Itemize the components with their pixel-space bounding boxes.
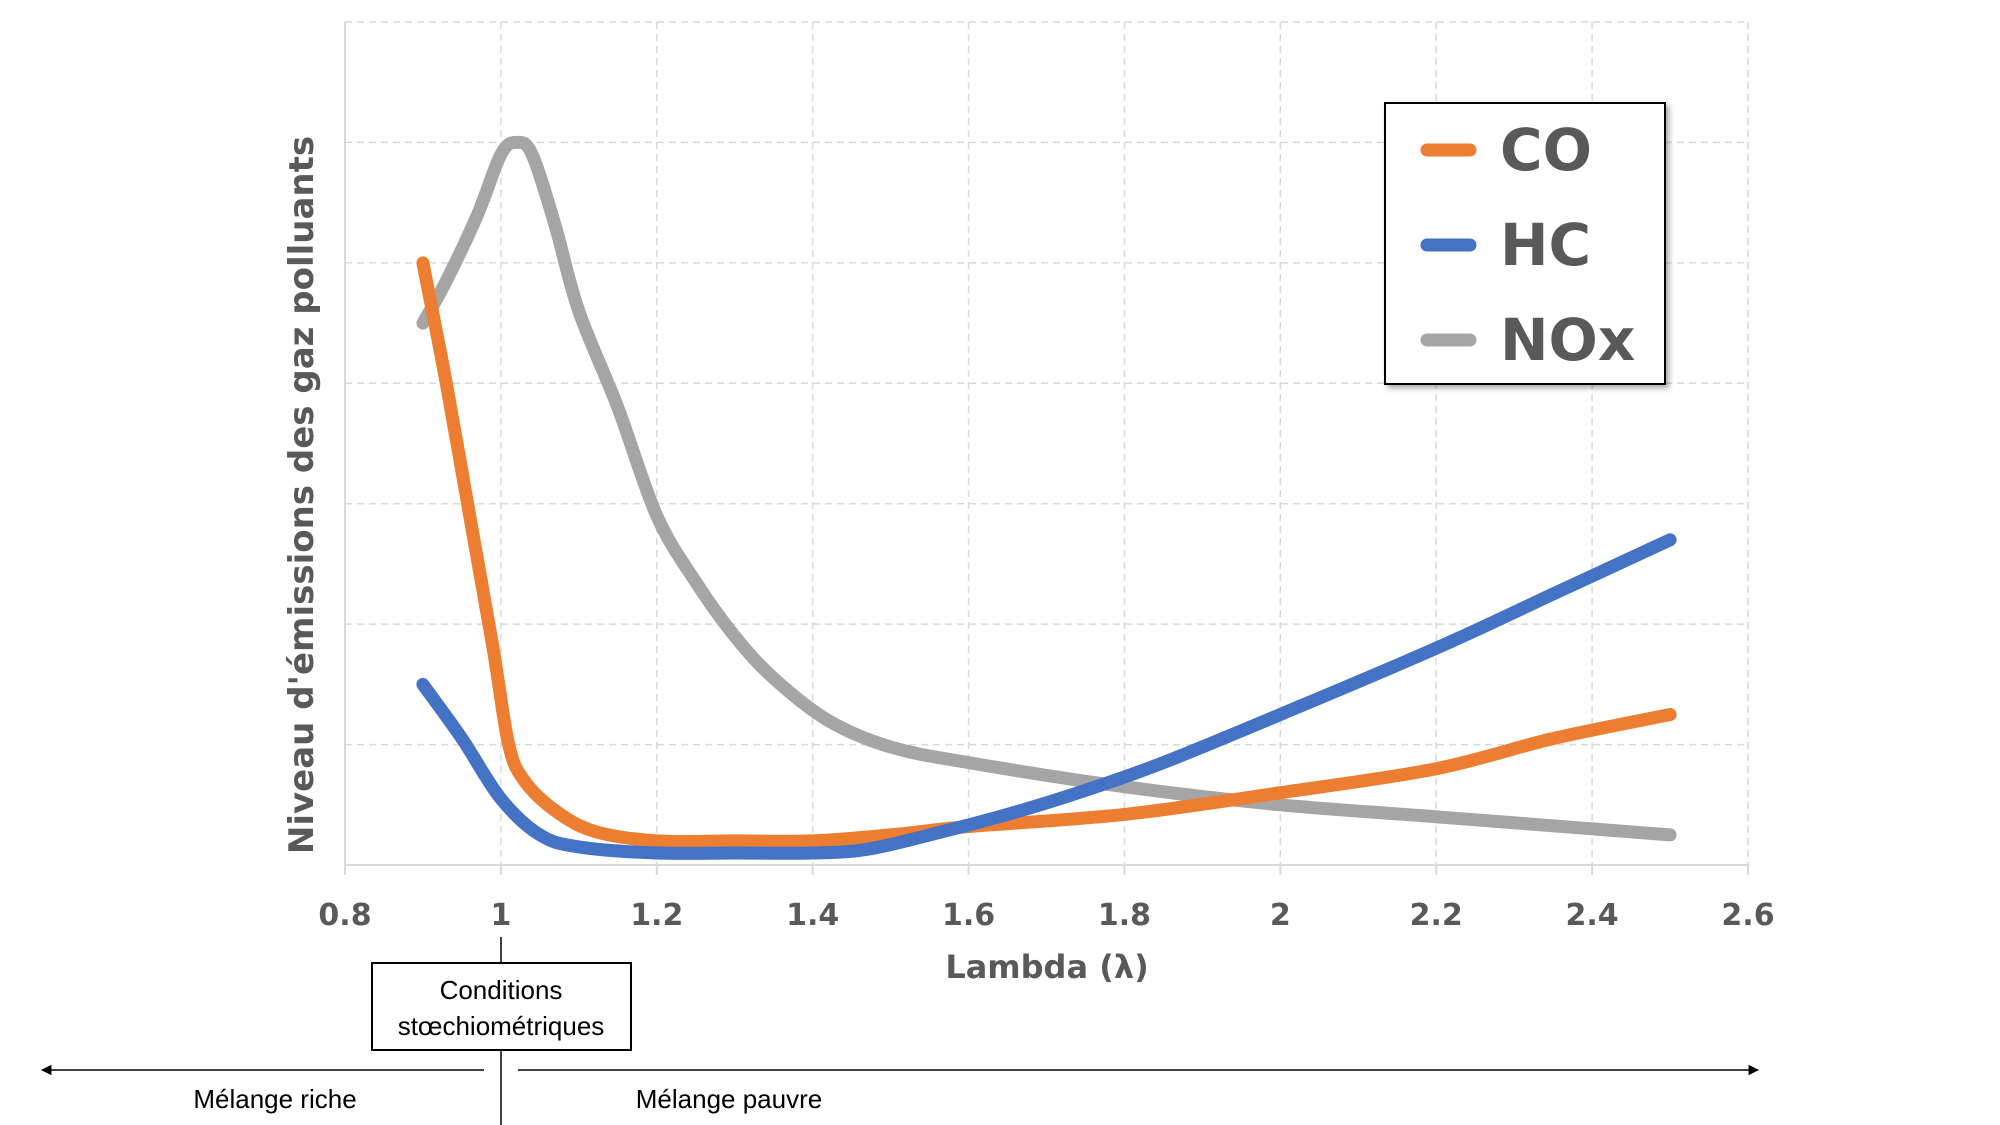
x-tick-label: 0.8 [318, 898, 371, 933]
stoich-label-line1: Conditions [440, 975, 563, 1005]
x-tick-label: 1.2 [630, 898, 683, 933]
series-lines [416, 135, 1677, 860]
x-tick-label: 1.4 [786, 898, 839, 933]
stoich-label-line2: stœchiométriques [398, 1011, 605, 1041]
legend-label-co: CO [1500, 116, 1592, 184]
x-tick-label: 2.4 [1566, 898, 1619, 933]
lean-mixture-label: Mélange pauvre [636, 1084, 822, 1114]
x-tick-label: 2 [1270, 898, 1291, 933]
legend: CO HC NOx [1384, 102, 1666, 385]
series-line-co [416, 256, 1677, 849]
rich-mixture-label: Mélange riche [193, 1084, 356, 1114]
axes [344, 22, 1748, 866]
x-tick-label: 2.6 [1721, 898, 1774, 933]
x-axis-title: Lambda (λ) [945, 948, 1148, 986]
series-line-hc [416, 533, 1677, 860]
x-tick-label: 1 [490, 898, 511, 933]
legend-label-hc: HC [1500, 211, 1591, 279]
y-axis-title: Niveau d'émissions des gaz polluants [282, 136, 322, 854]
legend-label-nox: NOx [1500, 306, 1635, 374]
stoich-label-box [371, 962, 632, 1051]
annotations: Conditions stœchiométriques Mélange rich… [40, 937, 1760, 1125]
x-tick-labels: 0.8 1 1.2 1.4 1.6 1.8 2 2.2 2.4 2.6 [318, 865, 1775, 933]
x-tick-label: 2.2 [1410, 898, 1463, 933]
x-tick-label: 1.8 [1098, 898, 1151, 933]
x-tick-label: 1.6 [942, 898, 995, 933]
